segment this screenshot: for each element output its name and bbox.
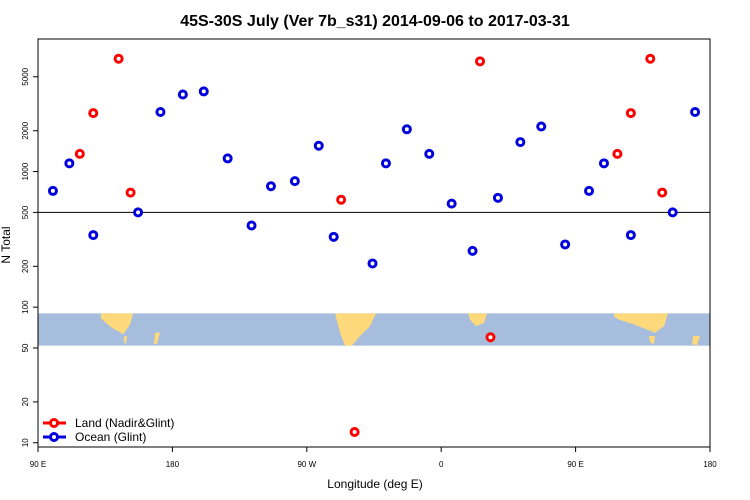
point-ocean-23 — [584, 185, 595, 196]
point-ocean-13 — [367, 258, 378, 269]
point-ocean-9 — [265, 181, 276, 192]
legend-ocean-label: Ocean (Glint) — [75, 430, 146, 444]
point-land-2 — [113, 53, 124, 64]
legend-land-label: Land (Nadir&Glint) — [75, 416, 174, 430]
legend: Land (Nadir&Glint) Ocean (Glint) — [43, 416, 174, 444]
point-ocean-21 — [536, 121, 547, 132]
point-land-6 — [475, 56, 486, 67]
map-land-1 — [124, 335, 127, 345]
x-tick-label-3: 0 — [439, 460, 444, 469]
point-ocean-14 — [380, 158, 391, 169]
point-land-9 — [625, 108, 636, 119]
map-land-7 — [692, 335, 700, 346]
y-tick-label-7: 2000 — [21, 121, 30, 139]
y-tick-label-3: 100 — [21, 300, 30, 314]
map-land-6 — [649, 335, 655, 345]
point-land-11 — [657, 187, 668, 198]
point-ocean-6 — [198, 86, 209, 97]
y-axis: 10 20 50 100 200 500 1000 2000 5000 — [21, 67, 38, 447]
point-ocean-18 — [467, 245, 478, 256]
point-ocean-20 — [515, 137, 526, 148]
plot-frame — [37, 38, 711, 448]
point-ocean-24 — [598, 158, 609, 169]
point-land-7 — [485, 332, 496, 343]
y-tick-label-2: 50 — [21, 343, 30, 352]
point-land-10 — [645, 53, 656, 64]
y-tick-label-1: 20 — [21, 397, 30, 406]
map-land-5 — [614, 313, 668, 333]
point-ocean-16 — [424, 148, 435, 159]
point-ocean-10 — [289, 176, 300, 187]
point-ocean-26 — [667, 207, 678, 218]
x-tick-label-5: 180 — [703, 460, 717, 469]
x-axis: 90 E 180 90 W 0 90 E 180 — [30, 447, 717, 469]
point-ocean-11 — [313, 140, 324, 151]
map-land-3 — [335, 313, 376, 346]
x-tick-label-2: 90 W — [297, 460, 316, 469]
point-land-5 — [349, 426, 360, 437]
map-land-0 — [101, 313, 133, 335]
point-ocean-12 — [328, 231, 339, 242]
point-ocean-5 — [177, 89, 188, 100]
point-ocean-27 — [690, 106, 701, 117]
point-land-8 — [612, 148, 623, 159]
y-tick-label-0: 10 — [21, 438, 30, 447]
point-land-0 — [74, 148, 85, 159]
point-ocean-7 — [222, 153, 233, 164]
y-axis-label: N Total — [0, 226, 13, 263]
point-ocean-4 — [155, 106, 166, 117]
point-ocean-22 — [560, 239, 571, 250]
point-ocean-1 — [64, 158, 75, 169]
point-ocean-3 — [133, 207, 144, 218]
y-tick-label-6: 1000 — [21, 162, 30, 180]
map-ocean — [38, 313, 710, 346]
point-land-1 — [88, 108, 99, 119]
point-ocean-2 — [88, 230, 99, 241]
point-ocean-8 — [246, 220, 257, 231]
x-tick-label-1: 180 — [166, 460, 180, 469]
y-tick-label-4: 200 — [21, 259, 30, 273]
chart-title: 45S-30S July (Ver 7b_s31) 2014-09-06 to … — [180, 13, 570, 30]
data-points — [47, 53, 701, 437]
legend-ocean-marker — [49, 432, 59, 442]
legend-land-marker — [49, 418, 59, 428]
point-ocean-25 — [625, 230, 636, 241]
point-ocean-19 — [492, 192, 503, 203]
point-land-4 — [336, 194, 347, 205]
x-tick-label-4: 90 E — [567, 460, 583, 469]
y-tick-label-5: 500 — [21, 205, 30, 219]
y-tick-label-8: 5000 — [21, 67, 30, 85]
point-land-3 — [125, 187, 136, 198]
x-axis-label: Longitude (deg E) — [327, 477, 422, 491]
map-land-4 — [468, 313, 487, 327]
x-tick-label-0: 90 E — [30, 460, 46, 469]
world-map-band — [38, 313, 710, 346]
point-ocean-17 — [446, 198, 457, 209]
point-ocean-15 — [401, 124, 412, 135]
map-land-2 — [154, 332, 160, 345]
point-ocean-0 — [47, 185, 58, 196]
